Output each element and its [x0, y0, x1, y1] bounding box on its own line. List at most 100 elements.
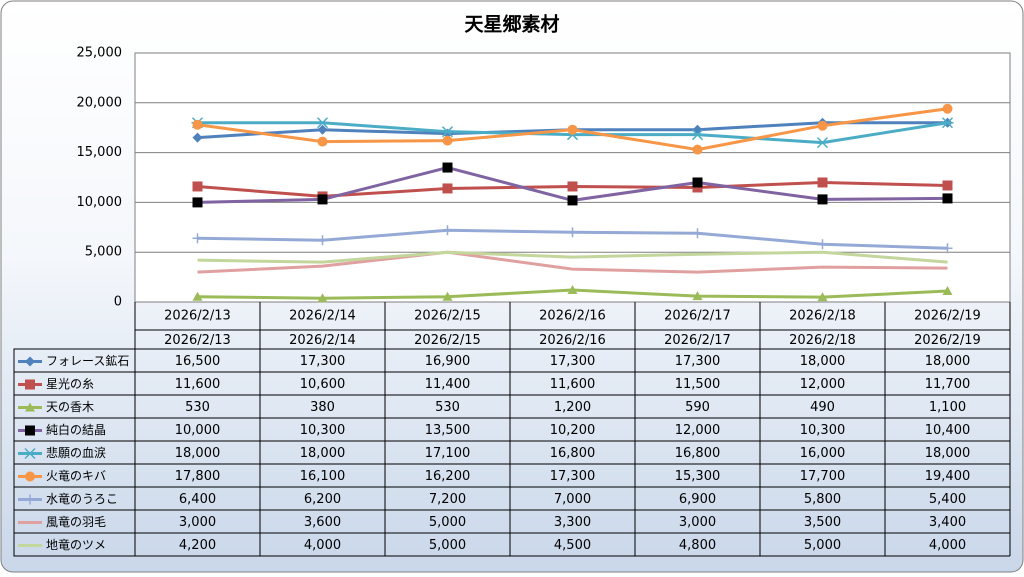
table-cell: 15,300 — [675, 469, 721, 484]
legend-marker — [25, 471, 35, 482]
x-tick-label: 2026/2/18 — [789, 309, 856, 324]
table-cell: 18,000 — [175, 446, 221, 461]
marker — [817, 120, 828, 131]
table-cell: 17,800 — [175, 469, 221, 484]
marker — [817, 239, 828, 250]
marker — [817, 194, 828, 205]
table-cell: 3,000 — [179, 515, 216, 530]
table-cell: 17,700 — [800, 469, 846, 484]
marker — [316, 117, 329, 129]
table-cell: 18,000 — [925, 354, 971, 369]
table-cell: 7,200 — [429, 492, 466, 507]
table-cell: 11,600 — [550, 377, 596, 392]
table-cell: 17,300 — [550, 469, 596, 484]
y-tick-label: 10,000 — [77, 195, 123, 210]
table-cell: 16,100 — [300, 469, 346, 484]
table-cell: 10,600 — [300, 377, 346, 392]
table-cell: 4,000 — [929, 538, 966, 553]
legend-label: 純白の結晶 — [46, 422, 106, 437]
table-cell: 530 — [435, 400, 460, 415]
table-cell: 3,600 — [304, 515, 341, 530]
table-cell: 1,100 — [929, 400, 966, 415]
table-cell: 5,800 — [804, 492, 841, 507]
chart-title: 天星郷素材 — [464, 13, 559, 36]
marker — [317, 124, 328, 135]
marker — [567, 181, 578, 192]
table-header: 2026/2/19 — [914, 333, 981, 348]
table-header: 2026/2/18 — [789, 333, 856, 348]
marker — [942, 243, 953, 254]
y-tick-label: 20,000 — [77, 95, 123, 110]
series-line — [197, 250, 948, 274]
table-header: 2026/2/15 — [414, 333, 481, 348]
marker — [942, 286, 953, 296]
table-cell: 11,400 — [425, 377, 471, 392]
table-cell: 10,300 — [800, 423, 846, 438]
x-tick-label: 2026/2/13 — [164, 309, 231, 324]
marker — [317, 136, 328, 147]
x-tick-label: 2026/2/19 — [914, 309, 981, 324]
marker — [567, 124, 578, 135]
x-tick-label: 2026/2/14 — [289, 309, 356, 324]
y-tick-label: 15,000 — [77, 145, 123, 160]
table-cell: 16,800 — [675, 446, 721, 461]
marker — [567, 227, 578, 238]
legend-marker — [25, 494, 35, 505]
legend-label: 水竜のうろこ — [46, 492, 118, 506]
marker — [192, 132, 203, 143]
x-tick-label: 2026/2/16 — [539, 309, 606, 324]
table-cell: 19,400 — [925, 469, 971, 484]
legend-marker — [25, 402, 35, 412]
legend-label: 悲願の血涙 — [46, 445, 106, 460]
legend-marker — [24, 447, 36, 460]
y-tick-label: 0 — [114, 295, 122, 310]
marker — [942, 103, 953, 114]
legend-label: 地竜のツメ — [46, 538, 106, 552]
table-cell: 490 — [810, 400, 835, 415]
marker — [692, 291, 703, 301]
table-cell: 530 — [185, 400, 210, 415]
marker — [817, 177, 828, 188]
marker — [692, 177, 703, 188]
marker — [567, 195, 578, 206]
marker — [192, 181, 203, 192]
table-cell: 590 — [685, 400, 710, 415]
table-cell: 5,000 — [429, 515, 466, 530]
marker — [442, 162, 453, 173]
table-header: 2026/2/13 — [164, 333, 231, 348]
marker — [441, 126, 454, 138]
plot-area — [134, 52, 1011, 303]
table-cell: 18,000 — [925, 446, 971, 461]
table-cell: 10,200 — [550, 423, 596, 438]
table-cell: 10,000 — [175, 423, 221, 438]
marker — [692, 144, 703, 155]
table-cell: 16,900 — [425, 354, 471, 369]
table-cell: 7,000 — [554, 492, 591, 507]
marker — [192, 119, 203, 130]
table-header: 2026/2/17 — [664, 333, 731, 348]
marker — [192, 197, 203, 208]
table-cell: 5,000 — [804, 538, 841, 553]
legend-marker — [25, 379, 35, 390]
marker — [442, 135, 453, 146]
marker — [442, 225, 453, 236]
table-cell: 11,700 — [925, 377, 971, 392]
table-cell: 16,200 — [425, 469, 471, 484]
table-cell: 10,300 — [300, 423, 346, 438]
table-cell: 16,800 — [550, 446, 596, 461]
table-cell: 3,400 — [929, 515, 966, 530]
table-cell: 17,300 — [300, 354, 346, 369]
legend-marker — [25, 356, 35, 367]
table-cell: 12,000 — [800, 377, 846, 392]
marker — [192, 233, 203, 244]
table-cell: 17,100 — [425, 446, 471, 461]
table-cell: 4,500 — [554, 538, 591, 553]
marker — [317, 194, 328, 205]
table-cell: 12,000 — [675, 423, 721, 438]
table-header: 2026/2/14 — [289, 333, 356, 348]
marker — [567, 285, 578, 295]
y-tick-label: 5,000 — [85, 245, 122, 260]
marker — [692, 228, 703, 239]
table-cell: 3,500 — [804, 515, 841, 530]
